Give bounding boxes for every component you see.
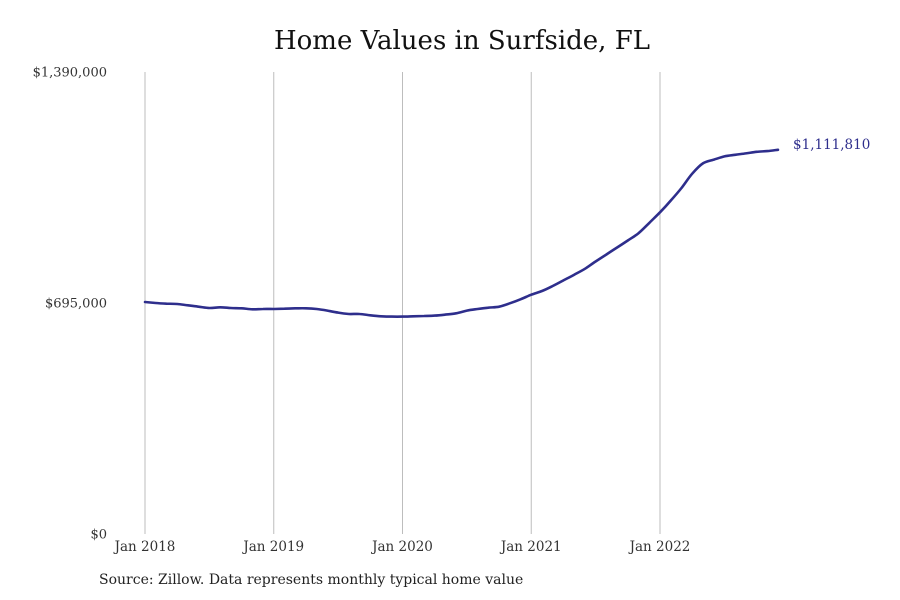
x-tick-label: Jan 2020: [370, 539, 433, 555]
end-value-label: $1,111,810: [793, 137, 870, 153]
x-tick-label: Jan 2019: [241, 539, 304, 555]
x-tick-label: Jan 2018: [113, 539, 176, 555]
y-tick-label: $0: [90, 528, 107, 543]
x-tick-label: Jan 2022: [628, 539, 691, 555]
source-note: Source: Zillow. Data represents monthly …: [99, 572, 524, 588]
chart-title: Home Values in Surfside, FL: [273, 26, 651, 56]
y-tick-label: $695,000: [45, 297, 107, 312]
home-value-line: [143, 148, 780, 318]
x-tick-label: Jan 2021: [499, 539, 562, 555]
y-tick-label: $1,390,000: [33, 66, 107, 81]
